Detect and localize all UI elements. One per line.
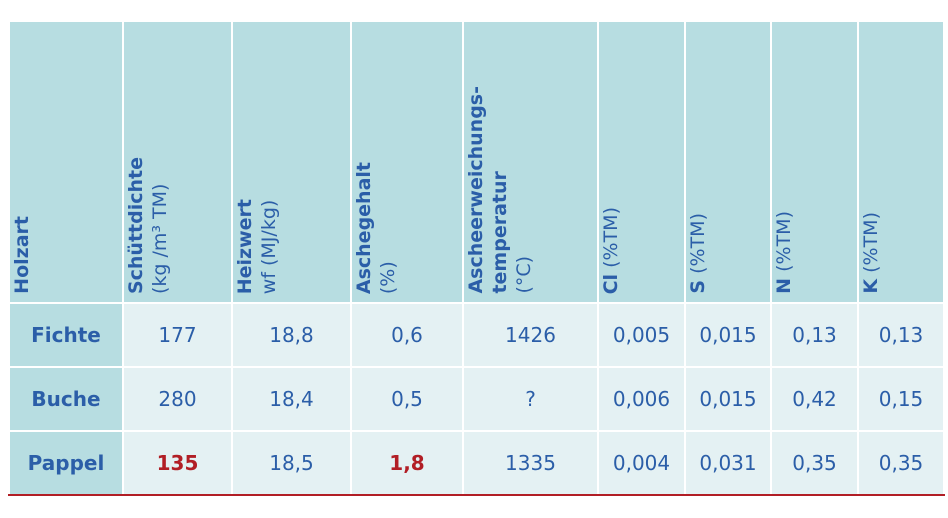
header-unit: (%TM) xyxy=(600,206,622,268)
cell: ? xyxy=(462,366,599,432)
cell: 0,015 xyxy=(684,302,772,368)
header-cell: Holzart xyxy=(8,20,124,304)
cell: 177 xyxy=(122,302,233,368)
cell: 1,8 xyxy=(350,430,464,496)
header-unit: (%) xyxy=(377,261,399,294)
header-title: temperatur xyxy=(489,171,511,294)
table-row: Pappel 135 18,5 1,8 1335 0,004 0,031 0,35 0,35 xyxy=(8,430,945,496)
header-text: Cl (%TM) xyxy=(599,207,631,294)
cell: 0,031 xyxy=(684,430,772,496)
cell: 1426 xyxy=(462,302,599,368)
header-text: Schüttdichte (kg /m³ TM) xyxy=(124,157,180,294)
header-text: Heizwert wf (MJ/kg) xyxy=(233,199,289,294)
header-text: Ascheerweichungs-temperatur (°C) xyxy=(464,86,544,294)
cell: 0,6 xyxy=(350,302,464,368)
cell: 18,4 xyxy=(231,366,352,432)
header-text: Holzart xyxy=(10,216,42,294)
cell: 0,35 xyxy=(770,430,859,496)
header-unit: wf (MJ/kg) xyxy=(258,199,280,294)
cell: 0,13 xyxy=(857,302,945,368)
table-body: Fichte 177 18,8 0,6 1426 0,005 0,015 0,13 0,13 Bu… xyxy=(8,302,945,496)
cell: 0,13 xyxy=(770,302,859,368)
header-title: Holzart xyxy=(11,216,33,294)
header-title: N xyxy=(773,278,795,294)
header-cell: Aschegehalt (%) xyxy=(350,20,464,304)
header-unit: (°C) xyxy=(513,256,535,294)
header-unit: (%TM) xyxy=(687,213,709,275)
table-row: Fichte 177 18,8 0,6 1426 0,005 0,015 0,13 0,13 xyxy=(8,302,945,368)
cell: 135 xyxy=(122,430,233,496)
row-label: Pappel xyxy=(8,430,124,496)
header-title: Aschegehalt xyxy=(353,161,375,294)
cell: 0,004 xyxy=(597,430,686,496)
header-unit: (%TM) xyxy=(773,211,795,273)
header-title: Cl xyxy=(600,273,622,294)
header-cell: N (%TM) xyxy=(770,20,859,304)
header-cell: Cl (%TM) xyxy=(597,20,686,304)
cell: 280 xyxy=(122,366,233,432)
header-text: K (%TM) xyxy=(859,212,891,294)
table-row: Buche 280 18,4 0,5? 0,006 0,015 0,42 0,15 xyxy=(8,366,945,432)
header-text: N (%TM) xyxy=(772,211,804,294)
header-title: S xyxy=(687,280,709,294)
cell: 1335 xyxy=(462,430,599,496)
cell: 0,005 xyxy=(597,302,686,368)
header-title: Schüttdichte xyxy=(125,156,147,294)
header-cell: Ascheerweichungs-temperatur (°C) xyxy=(462,20,599,304)
header-title: Ascheerweichungs- xyxy=(465,86,487,294)
header-cell: Heizwert wf (MJ/kg) xyxy=(231,20,352,304)
cell: 18,8 xyxy=(231,302,352,368)
header-unit: (%TM) xyxy=(860,212,882,274)
cell: 0,5 xyxy=(350,366,464,432)
header-unit: (kg /m³ TM) xyxy=(149,183,171,295)
header-cell: Schüttdichte (kg /m³ TM) xyxy=(122,20,233,304)
cell: 0,35 xyxy=(857,430,945,496)
cell: 0,006 xyxy=(597,366,686,432)
header-title: Heizwert xyxy=(234,198,256,294)
cell: 18,5 xyxy=(231,430,352,496)
cell: 0,42 xyxy=(770,366,859,432)
header-row: Holzart Schüttdichte (kg /m³ TM) Heizwert wf… xyxy=(8,20,945,304)
row-label: Fichte xyxy=(8,302,124,368)
row-label: Buche xyxy=(8,366,124,432)
cell: 0,015 xyxy=(684,366,772,432)
header-cell: K (%TM) xyxy=(857,20,945,304)
header-text: S (%TM) xyxy=(686,213,718,294)
header-cell: S (%TM) xyxy=(684,20,772,304)
header-text: Aschegehalt (%) xyxy=(352,162,408,294)
data-table: Holzart Schüttdichte (kg /m³ TM) Heizwert wf… xyxy=(8,20,945,496)
cell: 0,15 xyxy=(857,366,945,432)
header-title: K xyxy=(860,279,882,294)
